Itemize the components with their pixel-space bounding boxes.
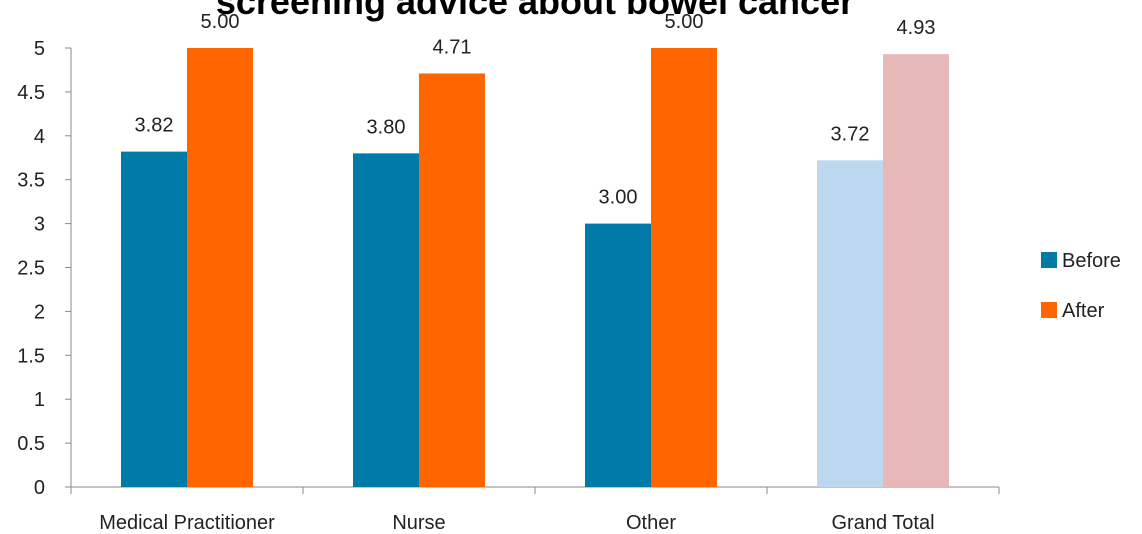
legend-label-after: After xyxy=(1062,300,1105,322)
y-tick-label: 3 xyxy=(34,214,45,236)
chart-title: screening advice about bowel cancer xyxy=(216,0,854,22)
y-axis: 0 0.5 1 1.5 2 2.5 3 3.5 4 4.5 5 xyxy=(17,38,72,499)
bar-after-3 xyxy=(883,54,949,488)
y-tick-label: 2.5 xyxy=(17,258,45,280)
data-label: 3.00 xyxy=(599,187,638,209)
data-label: 5.00 xyxy=(201,11,240,33)
data-label: 5.00 xyxy=(665,11,704,33)
x-category-label: Medical Practitioner xyxy=(99,512,275,534)
bar-after-2 xyxy=(651,48,717,487)
legend-swatch-before xyxy=(1041,252,1057,268)
bar-before-3 xyxy=(817,160,883,487)
y-tick-label: 0 xyxy=(34,477,45,499)
data-label: 4.93 xyxy=(897,17,936,39)
bar-before-0 xyxy=(121,151,187,487)
y-tick-label: 2 xyxy=(34,301,45,323)
x-axis: Medical Practitioner Nurse Other Grand Tota… xyxy=(70,486,1000,534)
y-tick-label: 5 xyxy=(34,38,45,60)
data-label: 3.82 xyxy=(135,115,174,137)
bar-before-1 xyxy=(353,153,419,488)
bar-after-0 xyxy=(187,48,253,487)
x-category-label: Grand Total xyxy=(831,512,934,534)
bar-before-2 xyxy=(585,223,651,487)
y-tick-label: 3.5 xyxy=(17,170,45,192)
y-tick-label: 4.5 xyxy=(17,82,45,104)
bar-after-1 xyxy=(419,73,485,487)
data-label: 3.72 xyxy=(831,123,870,145)
y-tick-label: 1 xyxy=(34,389,45,411)
legend-label-before: Before xyxy=(1062,250,1121,272)
x-category-label: Nurse xyxy=(392,512,445,534)
legend: Before After xyxy=(1041,250,1121,322)
y-tick-label: 4 xyxy=(34,126,45,148)
data-label: 4.71 xyxy=(433,36,472,58)
data-label: 3.80 xyxy=(367,116,406,138)
data-labels: 3.82 3.80 3.00 3.72 5.00 4.71 5.00 4.93 xyxy=(135,11,936,209)
y-tick-label: 1.5 xyxy=(17,345,45,367)
x-category-label: Other xyxy=(626,512,676,534)
bars xyxy=(121,48,949,488)
legend-swatch-after xyxy=(1041,302,1057,318)
y-tick-label: 0.5 xyxy=(17,433,45,455)
